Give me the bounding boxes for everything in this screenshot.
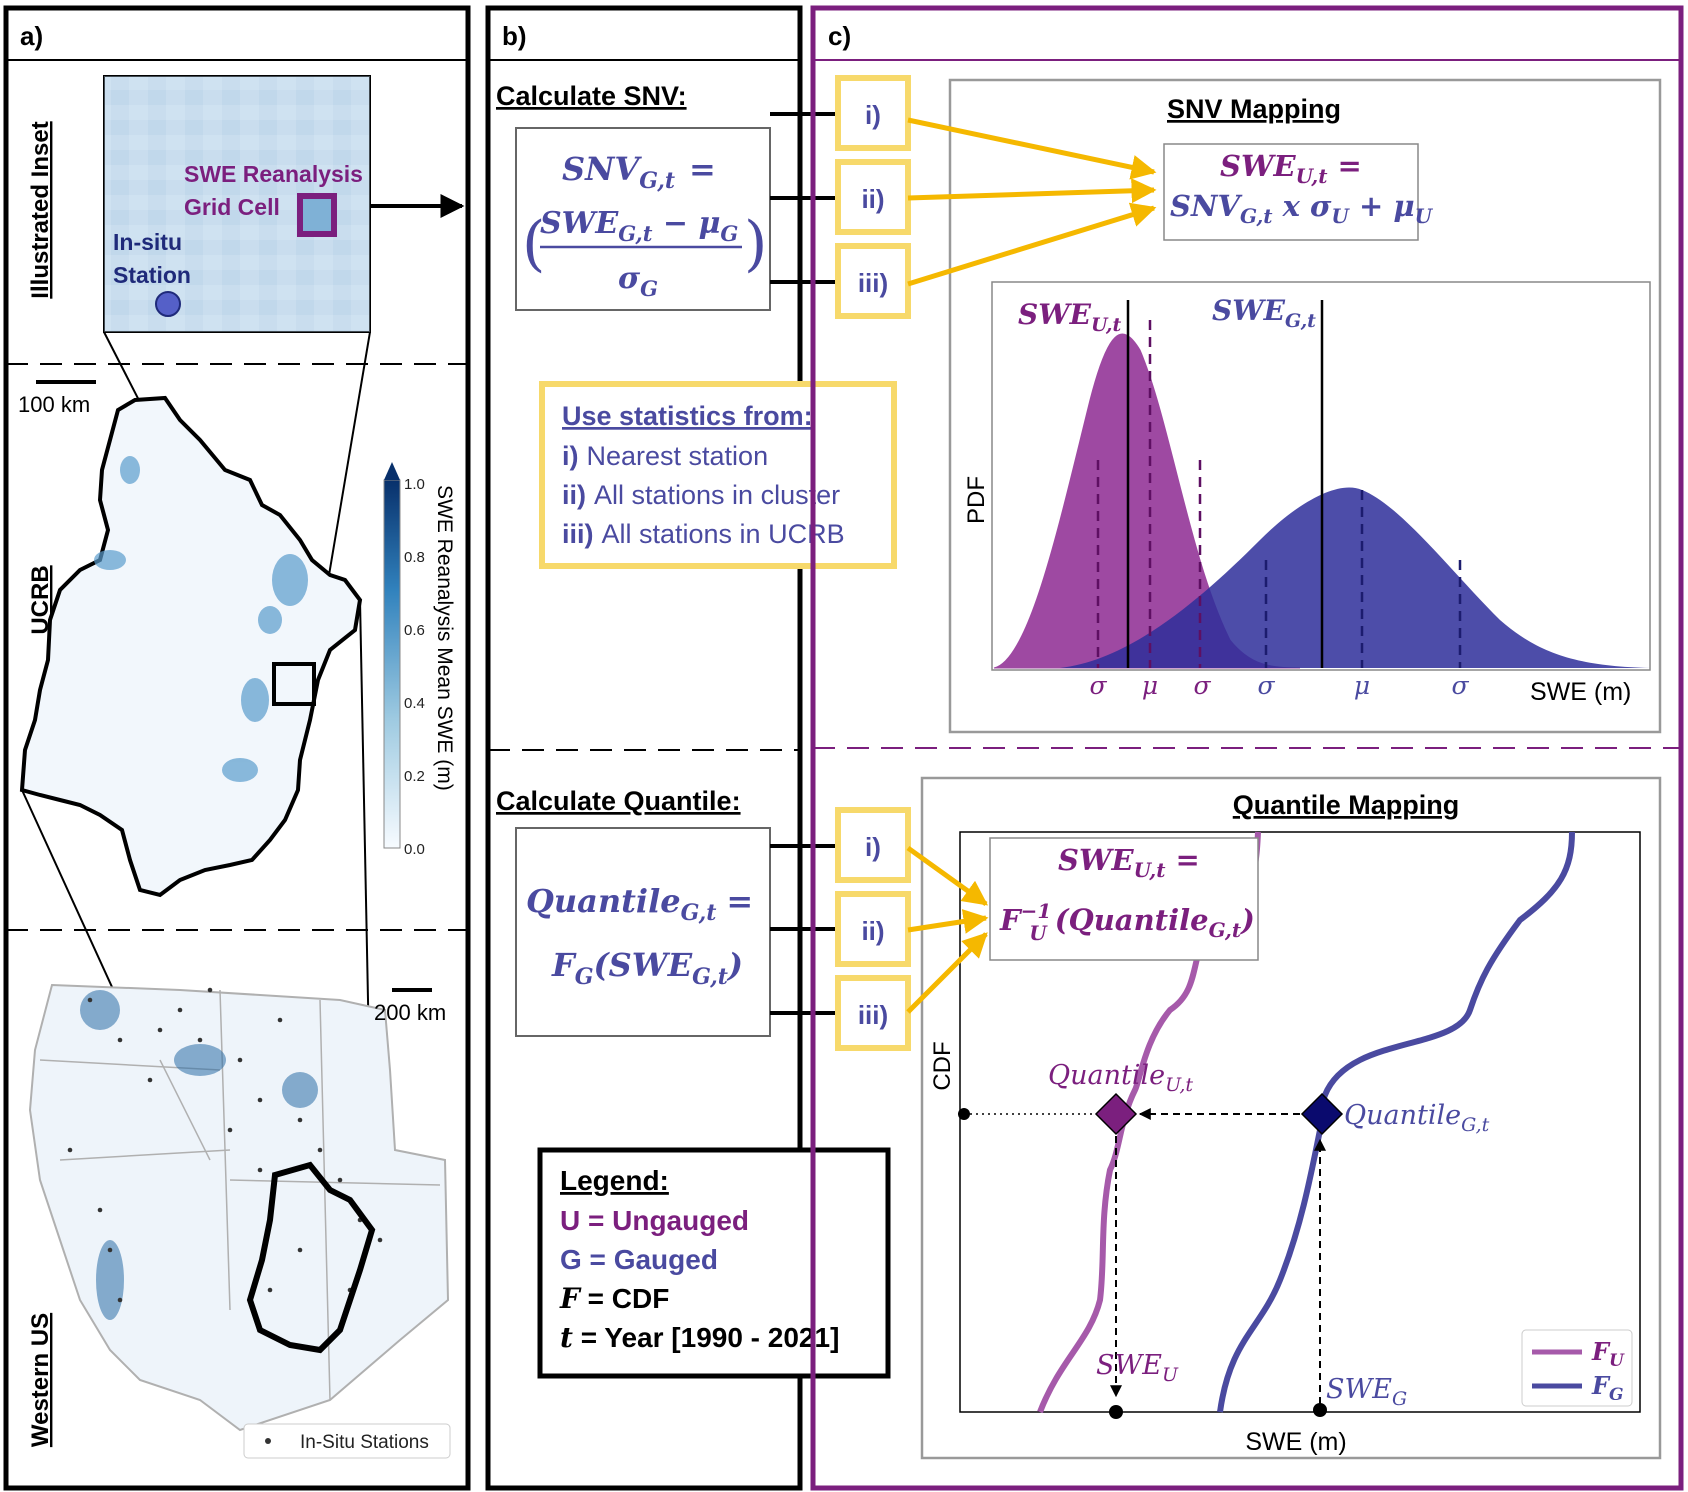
- quantile-mapping-title: Quantile Mapping: [1233, 790, 1460, 820]
- ucrb-basin: [19, 395, 363, 898]
- svg-text:σ: σ: [1089, 671, 1107, 700]
- stats-title: Use statistics from:: [562, 401, 813, 431]
- stats-list: Use statistics from: i) Nearest station i…: [562, 401, 845, 549]
- svg-text:i)Nearest station: i) Nearest station: [562, 441, 768, 471]
- svg-text:0.6: 0.6: [404, 622, 425, 639]
- svg-text:SNVG,t=: SNVG,t =: [562, 150, 716, 194]
- snv-formula: SNVG,t = ( SWEG,t − μG σG ): [522, 150, 767, 301]
- legend-fu: FU: [1591, 1337, 1625, 1371]
- grid-cell-label-1: SWE Reanalysis: [184, 161, 363, 187]
- stats-box: [539, 381, 897, 569]
- snv-equation: SWEU,t = SNVG,t x σU + μU: [1170, 149, 1434, 228]
- panel-a: a) Illustrated Inset UCRB Western US SWE…: [3, 5, 471, 1491]
- pdf-gauged-curve: [1060, 487, 1650, 668]
- svg-text:SWEU,t=: SWEU,t =: [1058, 843, 1200, 882]
- svg-text:iii)All stations in UCRB: iii) All stations in UCRB: [562, 519, 845, 549]
- west-scale-text: 200 km: [374, 1000, 446, 1025]
- pdf-xlabel: SWE (m): [1530, 678, 1631, 706]
- svg-text:iii): iii): [858, 268, 888, 298]
- station-dots: [67, 987, 383, 1303]
- grid-cell-label-2: Grid Cell: [184, 194, 280, 220]
- stations-legend-label: In-Situ Stations: [300, 1432, 429, 1453]
- svg-text:σ: σ: [1451, 671, 1469, 700]
- pdf-ylabel: PDF: [963, 476, 990, 524]
- svg-text:ii)All stations in cluster: ii) All stations in cluster: [562, 480, 840, 510]
- panel-c-label: c): [828, 21, 851, 51]
- svg-text:0.2: 0.2: [404, 768, 425, 785]
- snv-yellow-arrows: [907, 117, 1157, 287]
- legend-fg: FG: [1591, 1371, 1624, 1405]
- station-label-1: In-situ: [113, 229, 182, 255]
- ucrb-snow: [94, 456, 308, 782]
- svg-text:i): i): [865, 832, 881, 862]
- svg-text:σG: σG: [618, 261, 658, 301]
- panel-a-label: a): [20, 21, 43, 51]
- legend-items: Legend: U = Ungauged G = Gauged F = CDF …: [559, 1165, 839, 1354]
- ungauged-diamond: [1094, 1092, 1138, 1136]
- svg-text:Legend:: Legend:: [560, 1165, 669, 1196]
- colorbar-label: SWE Reanalysis Mean SWE (m): [433, 485, 456, 791]
- svg-text:0.0: 0.0: [404, 841, 425, 858]
- svg-text:SNVG,t x σU + μU: SNVG,t x σU + μU: [1170, 189, 1434, 228]
- svg-text:U = Ungauged: U = Ungauged: [560, 1205, 749, 1236]
- quantile-equation-box: [989, 837, 1259, 961]
- cdf-ylabel: CDF: [929, 1041, 956, 1090]
- svg-text:iii): iii): [858, 1000, 888, 1030]
- svg-text:μ: μ: [1354, 671, 1370, 700]
- cdf-gauged-curve: [1217, 831, 1575, 1413]
- row-label-inset: Illustrated Inset: [27, 121, 54, 298]
- row-label-western-us: Western US: [27, 1313, 54, 1447]
- svg-text:SWEG,t: SWEG,t: [1212, 294, 1316, 332]
- roman-boxes-snv: i) ii) iii): [835, 75, 911, 319]
- svg-text:(: (: [522, 209, 545, 279]
- svg-text:ii): ii): [861, 184, 884, 214]
- panel-a-frame: [3, 5, 471, 1491]
- svg-text:σ: σ: [1257, 671, 1275, 700]
- pdf-sigma-lines: [1096, 320, 1462, 668]
- panel-b: b) Calculate SNV: SNVG,t = ( SWEG,t − μG …: [485, 5, 897, 1491]
- panel-b-frame: [485, 5, 803, 1491]
- svg-text:μ: μ: [1142, 671, 1158, 700]
- roman-boxes-quantile: i) ii) iii): [835, 807, 911, 1051]
- colorbar: [383, 479, 401, 849]
- colorbar-ticks: 1.0 0.8 0.6 0.4 0.2 0.0: [404, 476, 425, 858]
- svg-text:SWEU,t=: SWEU,t =: [1220, 149, 1362, 188]
- svg-text:F = CDF: F = CDF: [559, 1282, 669, 1315]
- stations-legend: [243, 1423, 451, 1459]
- cdf-xlabel: SWE (m): [1245, 1428, 1346, 1456]
- grid-cell-marker: [297, 193, 337, 237]
- snv-formula-box: [515, 127, 771, 311]
- svg-text:0.8: 0.8: [404, 549, 425, 566]
- svg-text:σ: σ: [1193, 671, 1211, 700]
- station-label-2: Station: [113, 262, 191, 288]
- svg-text:i): i): [865, 100, 881, 130]
- snv-heading: Calculate SNV:: [496, 81, 687, 111]
- cdf-labels: QuantileU,t QuantileG,t SWEU SWEG: [1048, 1060, 1490, 1410]
- panel-c: c) i) ii) iii) i) ii) iii) SNV Mapping S…: [810, 5, 1684, 1491]
- quantile-yellow-arrows: [906, 845, 989, 1014]
- quantile-heading: Calculate Quantile:: [496, 786, 741, 816]
- svg-text:t = Year [1990 - 2021]: t = Year [1990 - 2021]: [560, 1321, 839, 1354]
- station-dot: [155, 291, 181, 317]
- pdf-vertical-lines: [1126, 300, 1324, 668]
- snv-equation-box: [1163, 143, 1419, 241]
- ucrb-scale-text: 100 km: [18, 392, 90, 417]
- quantile-formula-box: [515, 827, 771, 1037]
- svg-text:ii): ii): [861, 916, 884, 946]
- legend-box: [537, 1147, 891, 1379]
- svg-text:0.4: 0.4: [404, 695, 425, 712]
- ucrb-zoom-box: [272, 662, 316, 706]
- svg-text:1.0: 1.0: [404, 476, 425, 493]
- panel-b-label: b): [502, 21, 527, 51]
- svg-text:): ): [744, 209, 767, 279]
- svg-text:G = Gauged: G = Gauged: [560, 1244, 718, 1275]
- gauged-diamond: [1300, 1092, 1344, 1136]
- quantile-formula: QuantileG,t = FG(SWEG,t): [526, 882, 753, 990]
- western-us-map: [28, 983, 450, 1432]
- snv-mapping-title: SNV Mapping: [1167, 94, 1341, 124]
- pdf-greek-ticks: σ μ σ σ μ σ: [1089, 671, 1469, 700]
- ucrb-outline-western: [246, 1161, 376, 1354]
